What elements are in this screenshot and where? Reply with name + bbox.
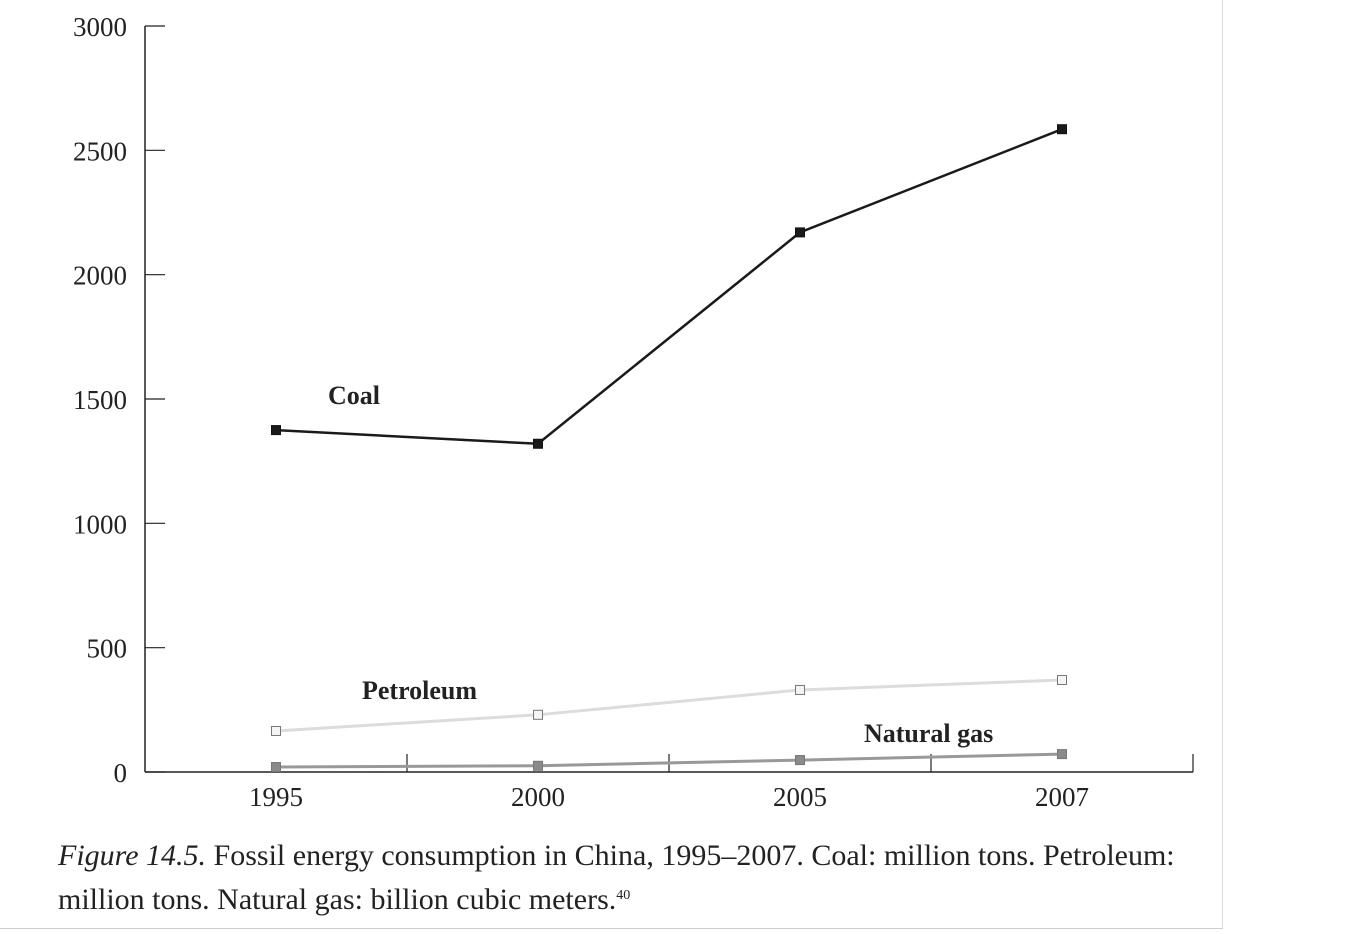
series-label-coal: Coal bbox=[328, 381, 380, 410]
x-tick-label: 2000 bbox=[511, 782, 565, 812]
y-tick-label: 1500 bbox=[73, 385, 127, 415]
data-point bbox=[795, 684, 805, 695]
data-point bbox=[533, 438, 543, 449]
data-point bbox=[271, 425, 281, 436]
data-point bbox=[1057, 674, 1067, 685]
series-label-petroleum: Petroleum bbox=[362, 676, 477, 705]
series-line-natural-gas bbox=[275, 752, 1063, 769]
footnote-ref: 40 bbox=[616, 888, 631, 903]
y-tick-label: 1000 bbox=[73, 509, 127, 539]
series-line-coal bbox=[275, 128, 1063, 446]
x-tick-label: 1995 bbox=[249, 782, 303, 812]
data-point bbox=[795, 755, 805, 766]
y-tick-label: 2500 bbox=[73, 136, 127, 166]
y-tick-label: 500 bbox=[87, 634, 128, 664]
x-tick-label: 2005 bbox=[773, 782, 827, 812]
data-point bbox=[1057, 749, 1067, 760]
page: 0 500 1000 1500 2000 2500 3000 1995 2000 2005 2007… bbox=[0, 0, 1223, 929]
data-point bbox=[271, 725, 281, 736]
figure-number: Figure 14.5. bbox=[58, 839, 207, 872]
y-tick-label: 3000 bbox=[73, 12, 127, 42]
data-point bbox=[533, 760, 543, 771]
figure-caption: Figure 14.5. Fossil energy consumption i… bbox=[58, 834, 1218, 922]
data-point bbox=[795, 227, 805, 238]
y-tick-label: 0 bbox=[114, 758, 128, 788]
data-point bbox=[271, 762, 281, 773]
data-point bbox=[533, 709, 543, 720]
y-tick-label: 2000 bbox=[73, 261, 127, 291]
x-tick-label: 2007 bbox=[1035, 782, 1089, 812]
caption-text: Fossil energy consumption in China, 1995… bbox=[58, 839, 1175, 916]
data-point bbox=[1057, 124, 1067, 135]
series-label-natural-gas: Natural gas bbox=[864, 719, 993, 748]
series-line-petroleum bbox=[275, 678, 1063, 733]
